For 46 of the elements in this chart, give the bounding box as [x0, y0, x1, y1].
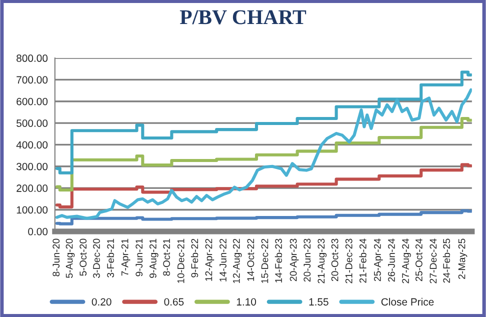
y-tick-label: 300.00 [16, 162, 48, 170]
x-tick-label: 20-Apr-23 [290, 238, 299, 282]
x-tick-label: 12-Aug-22 [232, 238, 242, 284]
legend-label: 1.55 [309, 298, 328, 306]
legend-label: 1.10 [236, 298, 256, 306]
x-tick-label: 24-Feb-25 [442, 238, 450, 283]
x-tick-label: 7-Apr-21 [121, 238, 130, 276]
x-tick-label: 21-Dec-23 [345, 238, 352, 284]
x-tick-label: 20-Jun-23 [304, 238, 311, 282]
x-tick-label: 14-Feb-23 [274, 238, 282, 282]
y-tick-label: 100.00 [16, 206, 48, 214]
line-series [55, 88, 472, 220]
y-tick-label: 500.00 [16, 120, 48, 127]
x-tick-label: 15-Dec-22 [261, 238, 268, 283]
legend-label: 0.65 [164, 298, 184, 306]
x-tick-label: 14-Oct-22 [247, 238, 254, 281]
x-tick-label: 8-Jun-20 [52, 238, 60, 276]
legend-label: 0.20 [92, 298, 112, 306]
x-tick-label: 9-Feb-22 [190, 238, 198, 278]
x-tick-label: 10-Dec-21 [177, 238, 184, 283]
y-tick-label: 200.00 [16, 184, 48, 192]
x-tick-label: 25-Oct-24 [415, 238, 422, 282]
x-tick-label: 2-May-25 [458, 238, 468, 279]
y-tick-label: 700.00 [16, 76, 48, 84]
x-tick-label: 3-Feb-21 [106, 238, 114, 278]
x-tick-label: 21-Aug-23 [318, 238, 327, 284]
x-tick-label: 8-Oct-21 [163, 238, 170, 276]
x-tick-label: 9-Jun-21 [136, 238, 143, 276]
y-tick-label: 600.00 [16, 98, 48, 106]
x-tick-label: 3-Dec-20 [93, 238, 100, 278]
x-tick-label: 12-Apr-22 [205, 238, 214, 281]
y-tick-label: 0.00 [28, 228, 48, 236]
x-tick-label: 25-Apr-24 [374, 238, 383, 282]
y-tick-label: 400.00 [16, 141, 48, 149]
legend-label: Close Price [381, 298, 434, 306]
x-tick-label: 14-Jun-22 [220, 238, 226, 282]
x-tick-label: 27-Dec-24 [430, 238, 437, 284]
x-tick-label: 5-Oct-20 [80, 238, 87, 276]
x-tick-label: 20-Oct-23 [331, 238, 338, 282]
y-tick-label: 800.00 [16, 54, 48, 62]
x-tick-label: 9-Aug-21 [150, 238, 158, 278]
x-tick-label: 26-Jun-24 [388, 238, 395, 282]
chart-title: P/BV CHART [180, 10, 306, 24]
x-tick-label: 27-Aug-24 [402, 238, 411, 284]
x-tick-label: 5-Aug-20 [66, 238, 75, 278]
x-tick-label: 21-Feb-24 [359, 238, 366, 283]
